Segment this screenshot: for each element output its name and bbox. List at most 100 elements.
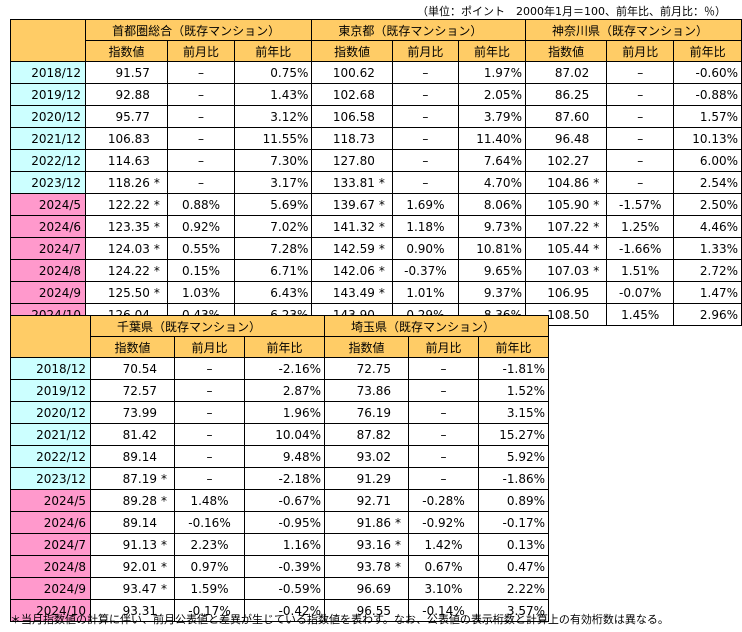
revision-marker: * [161,493,167,508]
index-value-cell: 139.67 * [311,193,393,216]
index-value: 142.06 [332,263,375,278]
month-over-month-cell: – [606,149,675,172]
year-over-year-cell: -0.67% [244,489,325,512]
month-over-month-cell: – [606,105,675,128]
row-date-label: 2018/12 [10,357,91,380]
year-over-year-cell: 1.52% [478,379,549,402]
month-over-month-cell: -1.66% [606,237,675,260]
year-over-year-cell: 3.17% [234,171,313,194]
year-over-year-cell: 10.81% [457,237,526,260]
month-over-month-cell: – [166,105,236,128]
index-value-cell: 123.35 * [85,215,168,238]
index-value-cell: 114.63 [85,149,168,172]
month-over-month-cell: – [166,83,236,106]
month-over-month-cell: – [408,423,479,446]
year-over-year-cell: 11.40% [457,127,526,150]
month-over-month-cell: 1.59% [174,577,245,600]
year-over-year-cell: 5.92% [478,445,549,468]
index-value: 102.68 [332,87,375,102]
index-value-cell: 104.86 * [524,171,608,194]
year-over-year-cell: 5.69% [234,193,313,216]
table-row: 2022/12 114.63–7.30% 127.80–7.64% 102.27–6.… [9,149,742,172]
year-over-year-cell: 2.96% [673,303,742,326]
table-row: 2024/6 123.35 * 0.92% 7.02% 141.32 * 1.18% 9.73%… [9,215,742,238]
index-value: 108.50 [547,307,590,322]
table-row: 2024/7 124.03 * 0.55% 7.28% 142.59 * 0.90% 10.81… [9,237,742,260]
row-date-label: 2019/12 [9,83,87,106]
index-value-cell: 142.06 * [311,259,393,282]
year-over-year-cell: 7.28% [234,237,313,260]
index-value-cell: 93.78 * [324,555,409,578]
month-over-month-cell: 0.97% [174,555,245,578]
revision-marker: * [593,241,600,256]
table-row: 2024/8 124.22 * 0.15% 6.71% 142.06 * -0.37% 9.65… [9,259,742,282]
row-date-label: 2021/12 [9,127,87,150]
index-value-cell: 73.99 [90,401,175,424]
index-value-cell: 105.44 * [524,237,608,260]
index-value: 118.73 [332,131,375,146]
year-over-year-cell: 0.75% [234,61,313,84]
index-value-cell: 89.14 [90,445,175,468]
index-value: 86.25 [554,87,590,102]
year-over-year-cell: 7.30% [234,149,313,172]
revision-marker: * [378,175,385,190]
month-over-month-cell: – [174,379,245,402]
index-value-cell: 105.90 * [524,193,608,216]
month-over-month-cell: 1.69% [391,193,459,216]
year-over-year-cell: 9.37% [457,281,526,304]
row-date-label: 2024/7 [10,533,91,556]
year-over-year-cell: -0.88% [673,83,742,106]
table-row: 2020/12 95.77–3.12% 106.58–3.79% 87.60–1.57… [9,105,742,128]
row-date-label: 2023/12 [9,171,87,194]
index-value-cell: 92.88 [85,83,168,106]
month-over-month-cell: 1.03% [166,281,236,304]
table-row: 2024/5 89.28 * 1.48% -0.67% 92.71 -0.28% 0.89% [10,489,549,512]
month-over-month-cell: – [174,401,245,424]
header-corner-cell [9,19,87,62]
column-header: 指数値 [90,336,175,358]
index-value: 96.69 [356,581,391,596]
index-value-cell: 96.48 [524,127,608,150]
index-value: 72.57 [122,383,157,398]
month-over-month-cell: – [606,171,675,194]
table-row: 2024/9 93.47 * 1.59% -0.59% 96.69 3.10% 2.22% [10,577,549,600]
year-over-year-cell: 1.96% [244,401,325,424]
row-date-label: 2024/5 [9,193,87,216]
index-value: 92.01 [122,559,157,574]
year-over-year-cell: 3.15% [478,401,549,424]
index-value: 100.62 [332,65,375,80]
revision-marker: * [378,263,385,278]
index-value-cell: 92.01 * [90,555,175,578]
year-over-year-cell: 2.72% [673,259,742,282]
index-value: 91.29 [356,471,391,486]
row-date-label: 2024/6 [10,511,91,534]
month-over-month-cell: -0.92% [408,511,479,534]
year-over-year-cell: 1.43% [234,83,313,106]
index-value-cell: 96.69 [324,577,409,600]
index-value-cell: 93.47 * [90,577,175,600]
month-over-month-cell: – [391,127,459,150]
year-over-year-cell: 7.02% [234,215,313,238]
month-over-month-cell: – [391,171,459,194]
month-over-month-cell: – [174,357,245,380]
month-over-month-cell: 0.92% [166,215,236,238]
revision-marker: * [153,197,160,212]
group-header: 首都圏総合（既存マンション） [85,19,313,41]
index-value: 93.47 [122,581,157,596]
index-value: 91.13 [122,537,157,552]
index-value: 139.67 [332,197,375,212]
index-value: 105.90 [547,197,590,212]
index-value: 76.19 [356,405,391,420]
index-value: 118.26 [107,175,150,190]
index-value: 73.99 [122,405,157,420]
index-value: 105.44 [547,241,590,256]
month-over-month-cell: 1.18% [391,215,459,238]
year-over-year-cell: -0.59% [244,577,325,600]
row-date-label: 2024/7 [9,237,87,260]
month-over-month-cell: – [174,445,245,468]
index-value: 106.58 [332,109,375,124]
year-over-year-cell: 3.79% [457,105,526,128]
row-date-label: 2024/9 [9,281,87,304]
index-value: 89.14 [122,515,157,530]
index-value-cell: 143.49 * [311,281,393,304]
